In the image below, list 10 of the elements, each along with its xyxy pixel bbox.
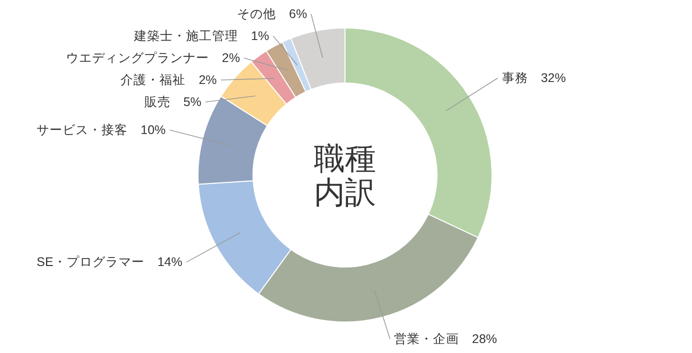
text: 職種内訳 bbox=[314, 141, 376, 210]
slice-label: その他 6% bbox=[237, 7, 308, 21]
slice-label: 建築士・施工管理 1% bbox=[133, 29, 270, 43]
slice-label: 介護・福祉 2% bbox=[120, 73, 217, 87]
slice-label: 事務 32% bbox=[502, 71, 566, 86]
slice-label: 販売 5% bbox=[144, 95, 202, 109]
slice-label: ウエディングプランナー 2% bbox=[66, 51, 240, 65]
slice-label: SE・プログラマー 14% bbox=[36, 255, 182, 270]
slice-label: 営業・企画 28% bbox=[394, 332, 498, 346]
slice-label: サービス・接客 10% bbox=[36, 122, 166, 137]
